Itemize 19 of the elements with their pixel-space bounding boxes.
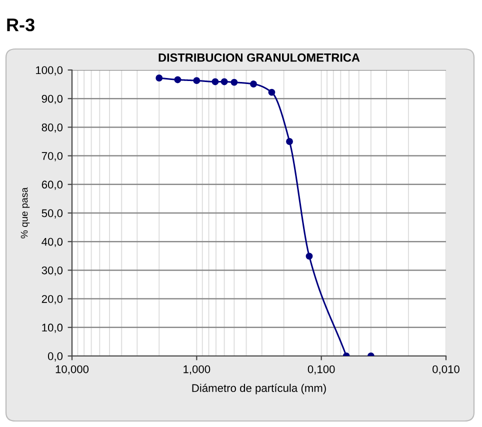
y-tick-label: 60,0: [42, 180, 63, 190]
y-tick-label: 50,0: [42, 209, 63, 218]
y-tick-label: 10,0: [42, 324, 63, 333]
x-tick-label: 10,000: [56, 365, 89, 374]
x-tick-label: 0,100: [308, 365, 335, 374]
y-tick-label: 70,0: [42, 152, 63, 162]
y-tick-label: 90,0: [42, 94, 63, 104]
y-tick-label: 40,0: [42, 238, 63, 248]
y-tick-label: 0,0: [48, 352, 63, 362]
x-axis-title: Diámetro de partícula (mm): [192, 384, 326, 394]
y-tick-label: 20,0: [42, 295, 63, 304]
y-tick-label: 100,0: [36, 66, 63, 76]
y-tick-label: 30,0: [42, 266, 63, 276]
chart-title: DISTRIBUCION GRANULOMETRICA: [158, 53, 360, 62]
y-tick-label: 80,0: [42, 123, 63, 133]
x-tick-label: 0,010: [432, 365, 460, 374]
text: R-3: [7, 18, 34, 32]
x-tick-label: 1,000: [184, 365, 210, 374]
y-axis-title: % que pasa: [20, 187, 30, 238]
